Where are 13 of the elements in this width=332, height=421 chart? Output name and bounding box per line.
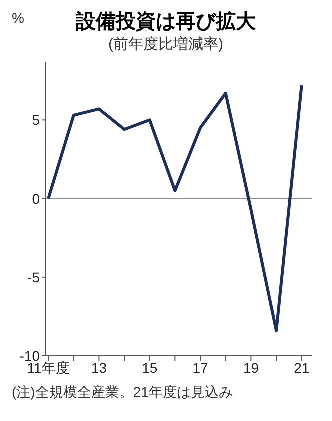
text: (注)全規模全産業。21年度は見込み <box>11 384 234 402</box>
y-tick-label: 5 <box>32 112 40 128</box>
x-tick-label: 17 <box>192 360 209 376</box>
x-tick-label: 19 <box>243 360 260 376</box>
line-series <box>47 84 304 332</box>
y-tick-label: -5 <box>28 269 40 286</box>
chart-subtitle: (前年度比増減率) <box>108 35 224 54</box>
x-tick-label: 21 <box>294 360 310 376</box>
y-axis-title: % <box>12 10 24 26</box>
chart-title: 設備投資は再び拡大 <box>76 11 256 33</box>
x-tick-label: 13 <box>91 360 108 376</box>
x-tick-label: 15 <box>142 360 158 376</box>
y-tick-label: 0 <box>32 190 40 207</box>
